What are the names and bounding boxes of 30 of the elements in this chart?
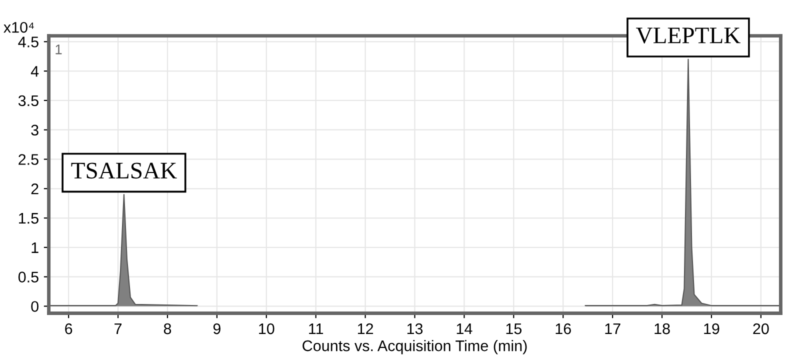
x-tick-label: 7 xyxy=(114,324,122,334)
y-tick-label: 0 xyxy=(31,301,38,312)
y-axis-title: x10⁴ xyxy=(4,22,34,33)
y-tick-label: 3 xyxy=(31,124,38,136)
x-tick-label: 10 xyxy=(259,323,274,334)
x-tick-label: 16 xyxy=(556,323,571,334)
x-tick-label: 12 xyxy=(358,323,374,334)
y-tick-label: 2 xyxy=(31,184,38,194)
y-tick-label: 3.5 xyxy=(18,95,38,106)
y-tick-label: 1.5 xyxy=(19,213,38,224)
y-tick-label: 0.5 xyxy=(18,272,38,282)
annotation: 1 xyxy=(56,44,62,54)
y-tick-label: 2.5 xyxy=(18,154,38,165)
x-tick-label: 11 xyxy=(309,324,324,334)
annotation: VLEPTLK xyxy=(636,28,740,44)
y-tick-label: 1 xyxy=(32,242,38,253)
x-tick-label: 17 xyxy=(605,324,620,334)
x-tick-label: 8 xyxy=(164,323,172,334)
x-tick-label: 15 xyxy=(506,324,522,334)
x-tick-label: 13 xyxy=(407,323,423,334)
x-tick-label: 18 xyxy=(654,323,670,334)
x-tick-label: 19 xyxy=(704,323,720,334)
x-tick-label: 9 xyxy=(213,323,220,334)
y-tick-label: 4 xyxy=(30,66,39,77)
x-axis-title: Counts vs. Acquisition Time (min) xyxy=(302,340,527,354)
y-tick-label: 4.5 xyxy=(18,36,38,48)
x-tick-label: 14 xyxy=(456,324,472,334)
annotation: TSALSAK xyxy=(71,162,177,179)
x-tick-label: 6 xyxy=(65,323,72,334)
x-tick-label: 20 xyxy=(753,323,769,334)
